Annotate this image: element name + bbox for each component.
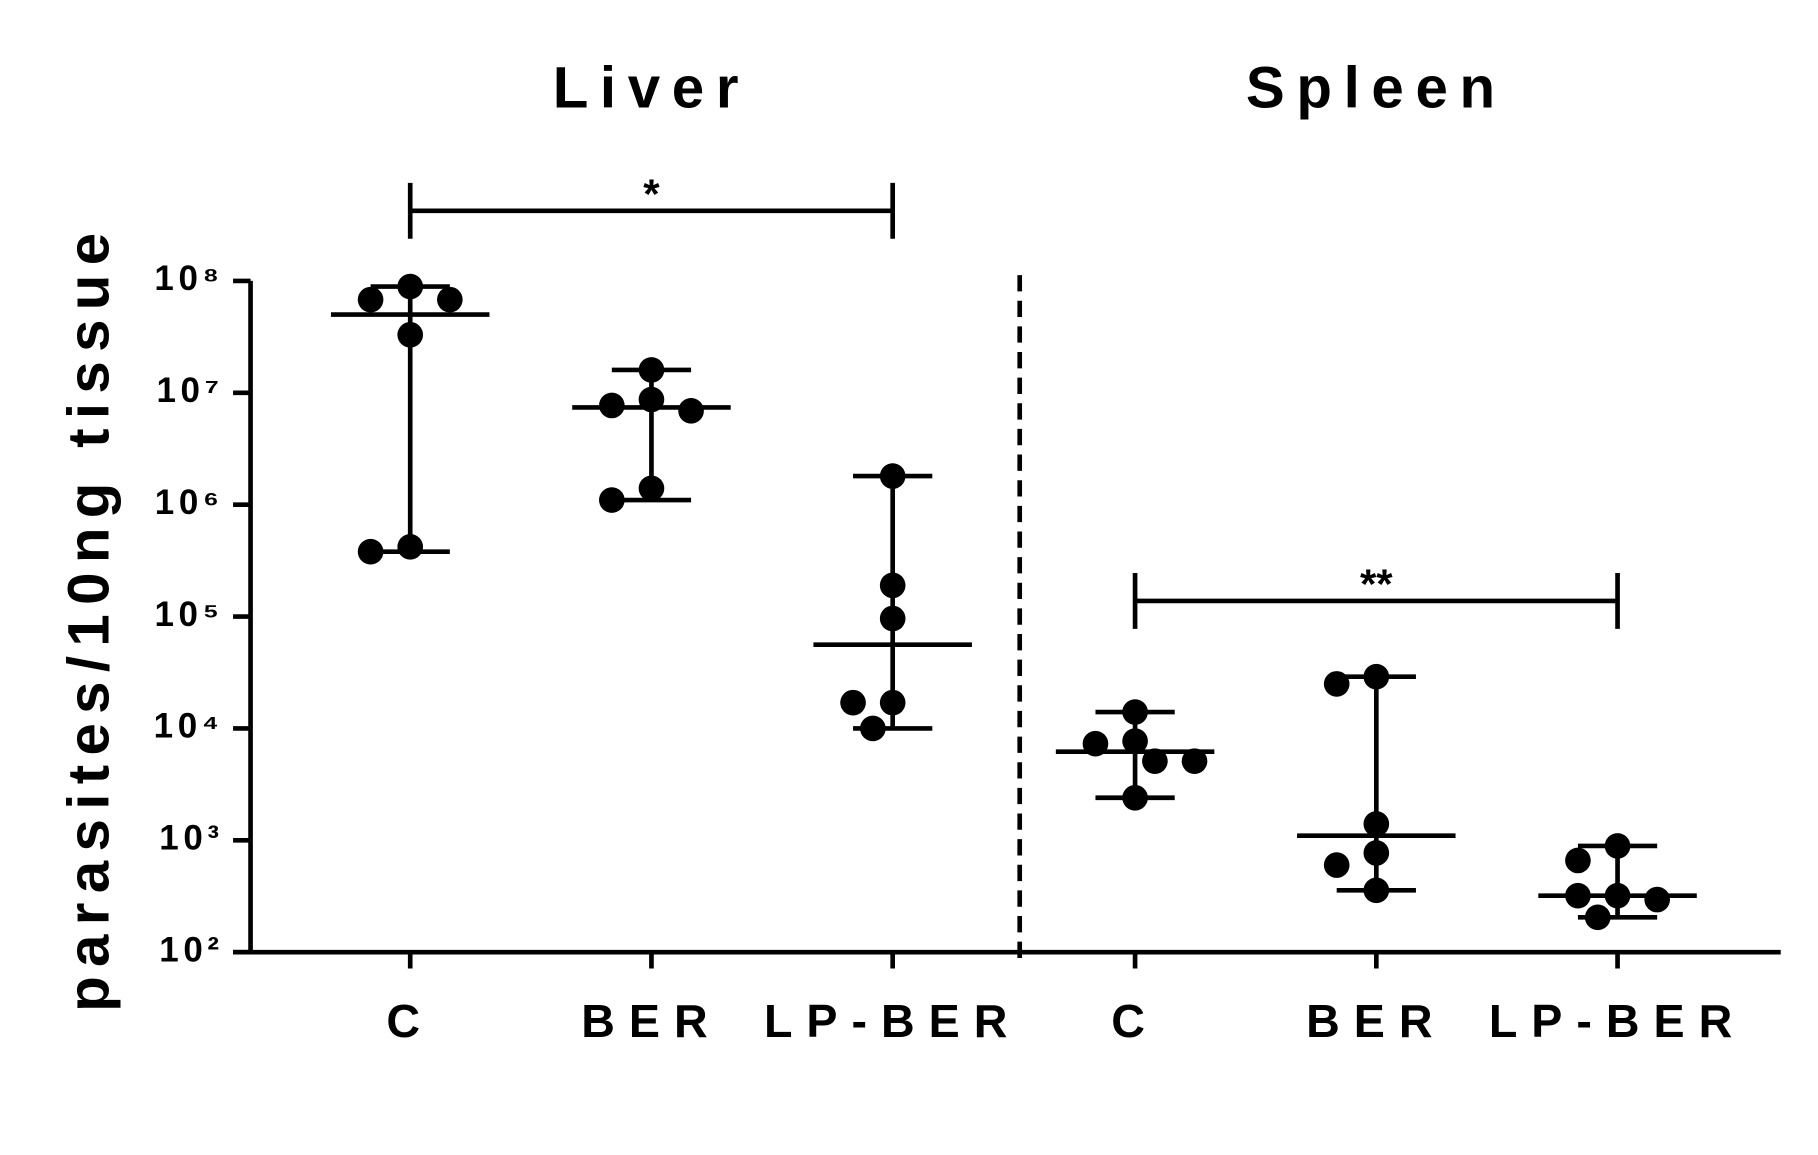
data-point	[638, 357, 665, 383]
data-point	[599, 392, 625, 419]
data-point	[879, 572, 906, 599]
data-point	[397, 533, 424, 560]
significance-label: *	[643, 170, 660, 217]
y-tick-label: 10⁶	[155, 483, 224, 522]
data-point	[1122, 784, 1148, 811]
data-point	[1323, 671, 1350, 697]
data-point	[1082, 730, 1109, 757]
panel-title: Spleen	[1246, 55, 1507, 120]
data-point	[638, 475, 665, 502]
y-tick-label: 10²	[159, 930, 224, 969]
data-point	[599, 487, 625, 513]
data-point	[357, 538, 384, 565]
data-point	[397, 273, 424, 300]
significance-label: **	[1360, 561, 1393, 608]
data-point	[357, 286, 384, 313]
data-point	[840, 689, 866, 716]
x-tick-label: LP-BER	[764, 995, 1021, 1047]
data-point	[1142, 748, 1168, 774]
data-point	[678, 397, 704, 424]
y-axis-label: parasites/10ng tissue	[57, 224, 122, 1012]
x-tick-label: C	[1111, 995, 1159, 1047]
data-point	[1363, 840, 1390, 866]
data-point	[1363, 811, 1390, 837]
data-point	[1604, 882, 1631, 909]
x-tick-label: LP-BER	[1489, 995, 1746, 1047]
data-point	[879, 689, 906, 716]
data-point	[1363, 663, 1390, 690]
x-tick-label: C	[386, 995, 434, 1047]
data-point	[1363, 877, 1390, 904]
y-tick-label: 10⁸	[154, 259, 223, 298]
x-tick-label: BER	[1306, 995, 1446, 1047]
y-tick-label: 10³	[159, 819, 224, 858]
data-point	[1644, 886, 1670, 913]
x-tick-label: BER	[581, 995, 721, 1047]
data-point	[879, 463, 906, 489]
data-point	[1584, 904, 1611, 931]
data-point	[397, 321, 424, 348]
data-point	[879, 605, 906, 632]
y-tick-label: 10⁴	[154, 707, 224, 746]
data-point	[1565, 847, 1591, 874]
data-point	[1565, 882, 1591, 909]
data-point	[1181, 748, 1208, 774]
data-point	[1323, 852, 1350, 878]
data-point	[1122, 728, 1148, 754]
data-point	[1122, 699, 1148, 725]
panel-title: Liver	[553, 55, 751, 120]
data-point	[638, 386, 665, 413]
y-tick-label: 10⁵	[154, 595, 223, 634]
y-tick-label: 10⁷	[156, 371, 223, 410]
data-point	[860, 715, 886, 742]
data-point	[437, 286, 463, 313]
data-point	[1604, 833, 1631, 859]
